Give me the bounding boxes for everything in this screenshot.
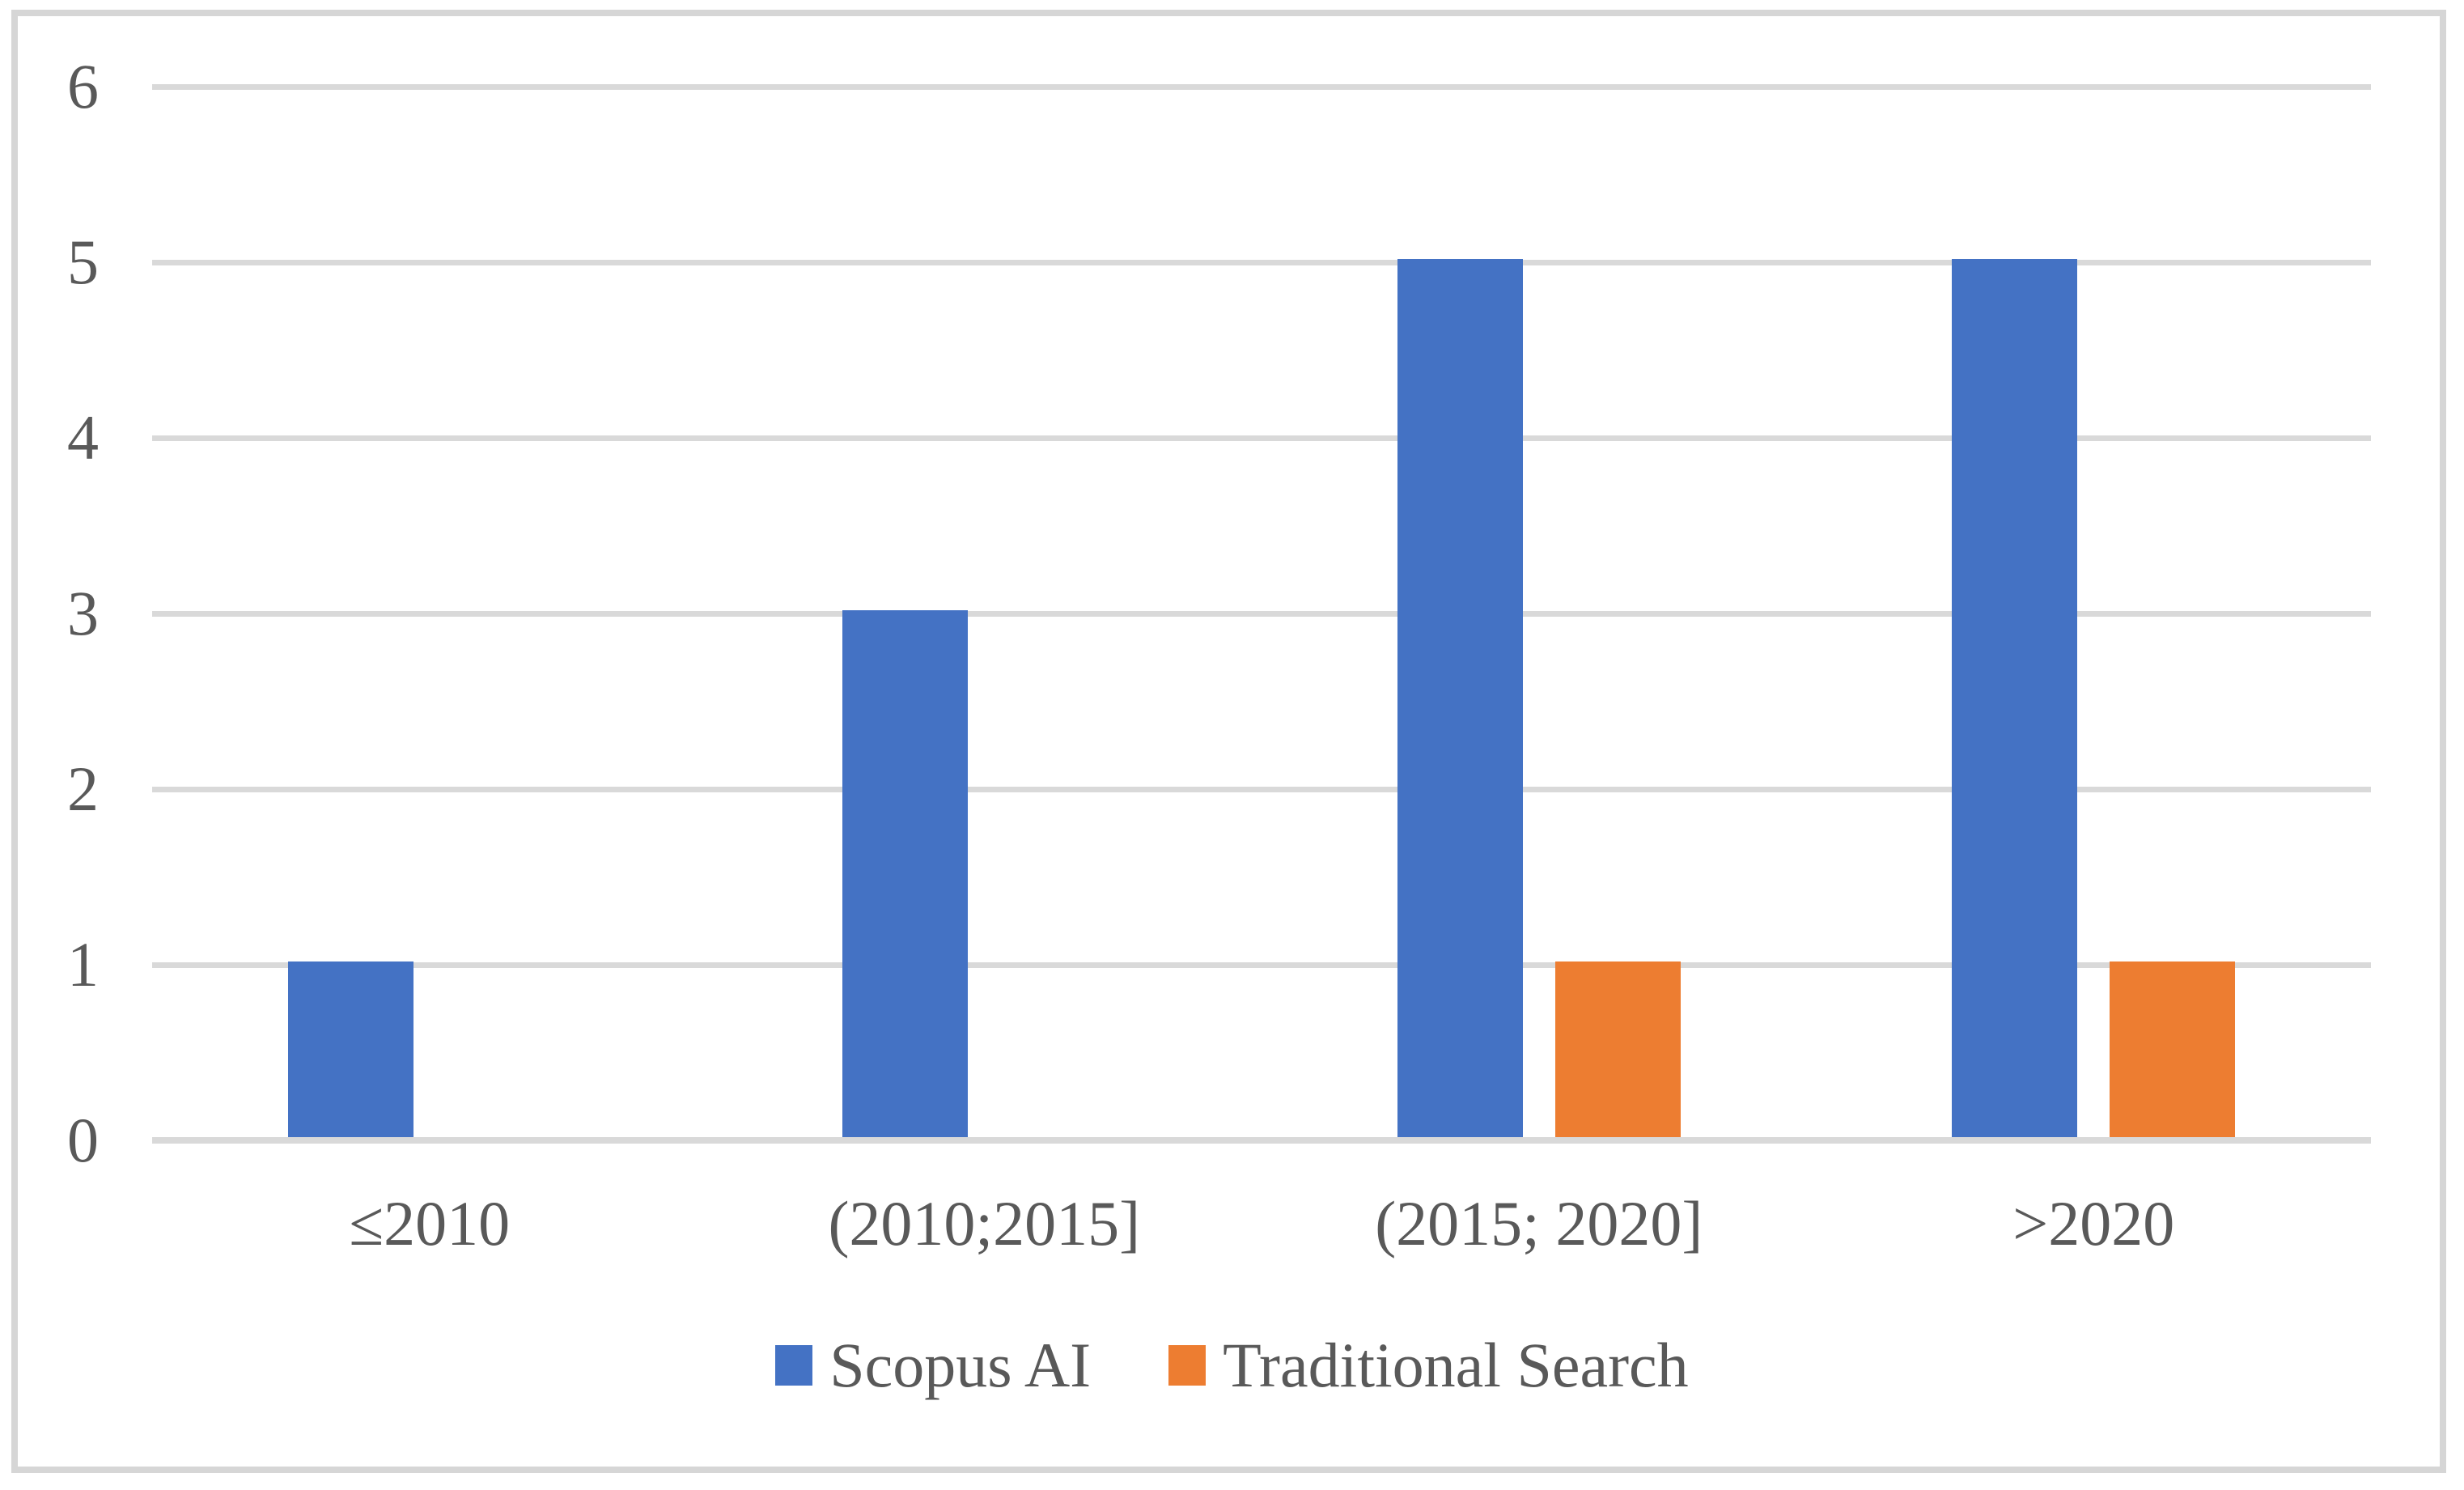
bar-traditional-search — [2110, 961, 2236, 1137]
y-tick-label: 5 — [67, 227, 99, 297]
legend-label: Traditional Search — [1223, 1330, 1689, 1400]
gridline — [152, 611, 2371, 617]
legend-item-scopus-ai: Scopus AI — [775, 1331, 1091, 1399]
x-tick-label: >2020 — [2012, 1188, 2175, 1259]
bar-scopus-ai — [842, 610, 969, 1137]
legend-label: Scopus AI — [829, 1330, 1092, 1400]
bar-scopus-ai — [1397, 259, 1523, 1137]
gridline — [152, 787, 2371, 792]
x-tick-label: (2010;2015] — [828, 1188, 1141, 1259]
legend-item-traditional-search: Traditional Search — [1168, 1331, 1689, 1399]
y-tick-label: 3 — [67, 578, 99, 648]
gridline — [152, 84, 2371, 90]
gridline — [152, 962, 2371, 968]
y-tick-label: 2 — [67, 753, 99, 824]
bar-scopus-ai — [1952, 259, 2078, 1137]
x-tick-label: ≤2010 — [349, 1188, 511, 1259]
bar-traditional-search — [1554, 961, 1681, 1137]
gridline — [152, 260, 2371, 265]
y-tick-label: 0 — [67, 1105, 99, 1175]
x-tick-label: (2015; 2020] — [1375, 1188, 1703, 1259]
y-tick-label: 1 — [67, 929, 99, 1000]
gridline — [152, 435, 2371, 441]
x-axis-line — [152, 1137, 2371, 1144]
legend-swatch-scopus-ai — [775, 1345, 813, 1386]
chart-frame — [11, 10, 2446, 1473]
y-tick-label: 4 — [67, 402, 99, 473]
bar-scopus-ai — [287, 961, 413, 1137]
legend-swatch-traditional-search — [1168, 1345, 1207, 1386]
legend: Scopus AI Traditional Search — [0, 1331, 2464, 1399]
y-tick-label: 6 — [67, 51, 99, 121]
